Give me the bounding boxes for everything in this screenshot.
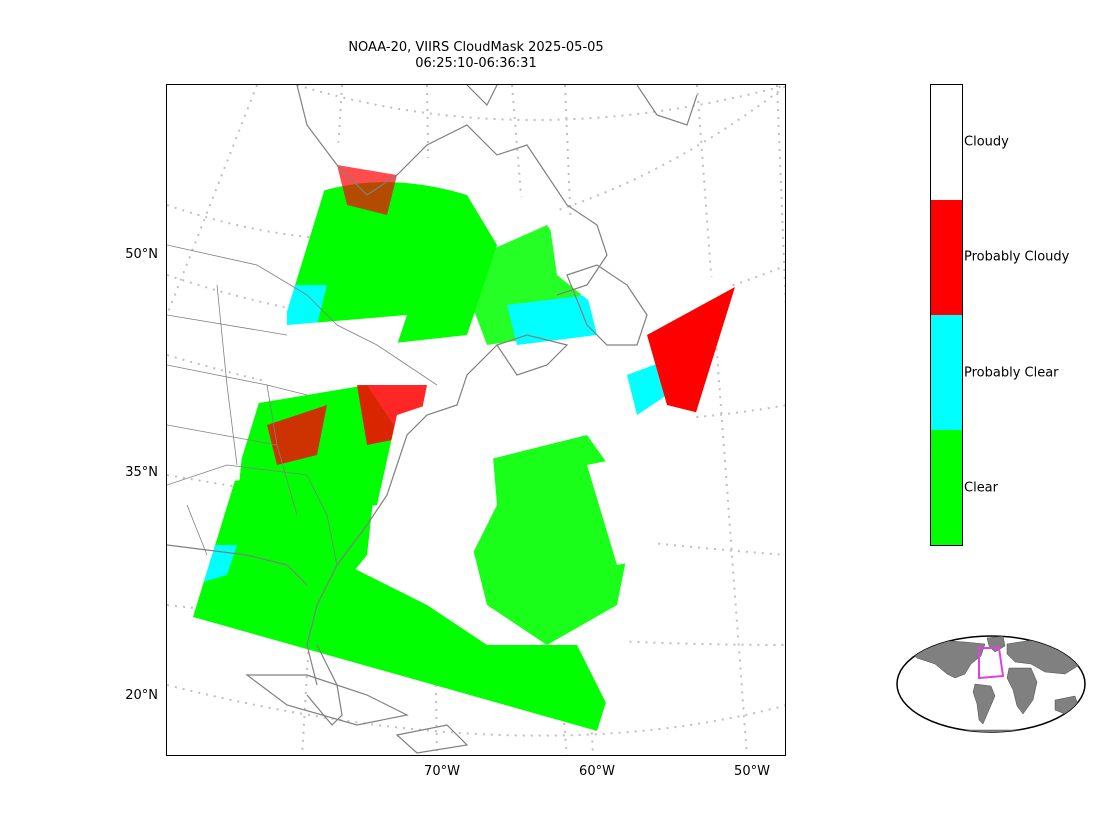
probably-cloudy-midwest — [267, 405, 327, 465]
border-state-6 — [266, 384, 298, 516]
lon-label-50w: 50°W — [734, 764, 770, 779]
clear-area-north — [287, 182, 497, 345]
probably-clear-gulf-stlawrence — [507, 295, 597, 345]
gridline-lon-55 — [696, 85, 748, 755]
cloudmask-swath — [193, 123, 735, 731]
border-state-5 — [216, 284, 238, 466]
lat-label-50n: 50°N — [125, 247, 158, 262]
gridline-lat-40 — [167, 354, 785, 423]
lon-label-70w: 70°W — [424, 764, 460, 779]
colorbar-segment-clear — [931, 430, 962, 545]
colorbar-segment-probably-cloudy — [931, 200, 962, 315]
border-state-7 — [306, 474, 338, 566]
state-borders — [167, 244, 438, 566]
cloudy-area-northeast — [547, 205, 687, 315]
gridline-lat-55 — [296, 85, 785, 121]
border-state-1 — [167, 314, 288, 336]
coastline-east-us — [306, 344, 498, 686]
gridline-lon-50 — [776, 85, 785, 311]
inset-africa — [1006, 667, 1038, 715]
title-line-2: 06:25:10-06:36:31 — [415, 56, 537, 71]
gridline-lon-80 — [167, 85, 258, 316]
coastline-hudson — [466, 85, 498, 107]
border-state-8 — [186, 504, 208, 556]
probably-clear-northwest — [287, 285, 327, 330]
colorbar-label-probably-cloudy: Probably Cloudy — [964, 249, 1070, 265]
lat-label-35n: 35°N — [125, 465, 158, 480]
colorbar-label-cloudy: Cloudy — [964, 134, 1009, 150]
coastline-nova-scotia — [496, 334, 569, 376]
lon-label-60w: 60°W — [579, 764, 615, 779]
cloudy-area-central — [377, 385, 497, 605]
colorbar-segment-probably-clear — [931, 315, 962, 430]
inset-swath-box — [978, 647, 1005, 680]
coastline-hispaniola — [395, 724, 469, 754]
border-state-3 — [167, 424, 278, 446]
coastline-newfoundland — [566, 264, 648, 346]
map-svg — [167, 85, 785, 755]
border-state-4 — [167, 464, 308, 486]
colorbar-segment-cloudy — [931, 85, 962, 200]
probably-cloudy-north — [337, 165, 397, 215]
title-line-1: NOAA-20, VIIRS CloudMask 2025-05-05 — [348, 40, 604, 55]
colorbar — [930, 84, 963, 546]
lat-label-20n: 20°N — [125, 688, 158, 703]
map-panel — [166, 84, 786, 756]
world-inset-map — [895, 634, 1087, 734]
cloudy-area-westband — [277, 315, 407, 385]
border-us-canada — [167, 244, 438, 386]
chart-title: NOAA-20, VIIRS CloudMask 2025-05-05 06:2… — [166, 40, 786, 72]
coastline-cuba — [245, 674, 409, 726]
coastline-gulf — [167, 544, 308, 586]
coastlines — [167, 85, 698, 754]
coastline-greenland-tip — [636, 85, 698, 126]
inset-svg — [896, 635, 1086, 733]
colorbar-label-probably-clear: Probably Clear — [964, 365, 1059, 381]
coastline-labrador — [296, 85, 608, 296]
colorbar-label-clear: Clear — [964, 480, 998, 496]
clear-area-south — [193, 565, 607, 731]
inset-south-america — [972, 683, 996, 725]
